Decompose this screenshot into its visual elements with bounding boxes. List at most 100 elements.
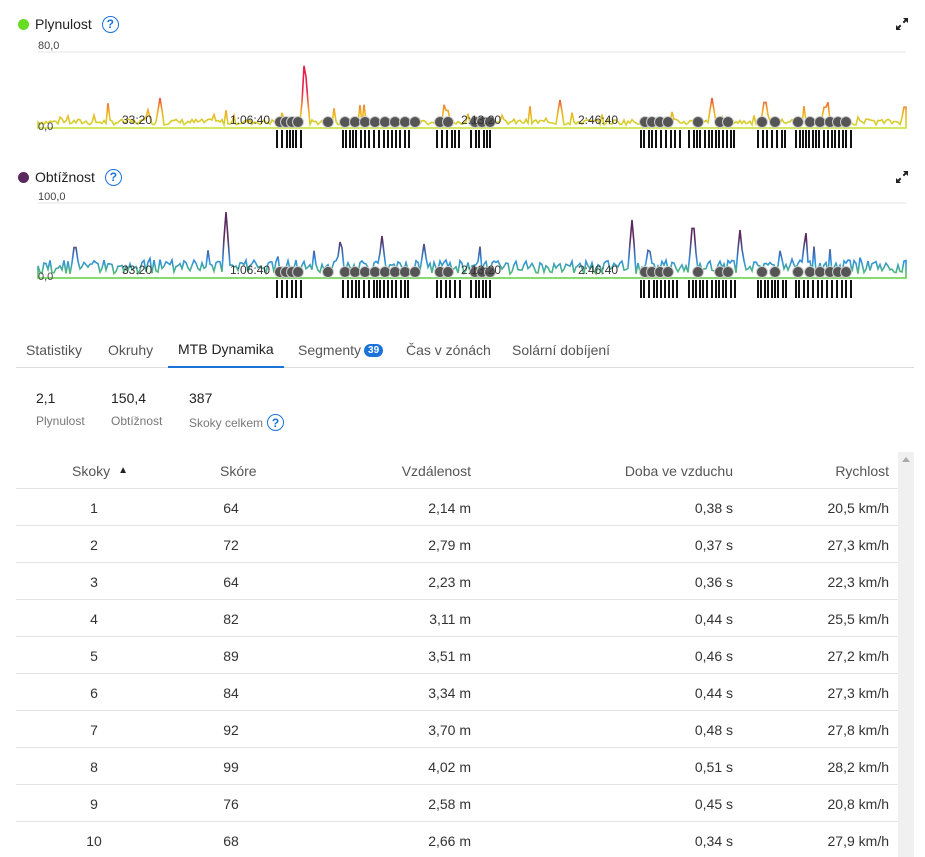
jump-marker xyxy=(441,130,443,148)
jump-bubble-icon xyxy=(662,266,674,278)
jump-marker xyxy=(281,130,283,148)
column-header-label: Doba ve vzduchu xyxy=(624,462,733,479)
jump-marker xyxy=(831,280,833,298)
jump-marker xyxy=(784,130,786,148)
tab-statistics[interactable]: Statistiky xyxy=(16,332,92,368)
cell-airtime: 0,48 s xyxy=(694,721,733,738)
table-row[interactable]: 9 76 2,58 m 0,45 s 20,8 km/h xyxy=(16,785,898,822)
table-scrollbar[interactable] xyxy=(898,452,914,857)
jump-marker xyxy=(643,130,645,148)
jump-marker xyxy=(726,130,728,148)
column-header-label: Rychlost xyxy=(835,462,889,479)
cell-speed: 27,2 km/h xyxy=(827,647,889,664)
jump-marker xyxy=(782,280,784,298)
jump-marker xyxy=(395,130,397,148)
question-circle-icon[interactable]: ? xyxy=(101,15,119,33)
jump-marker xyxy=(489,130,491,148)
cell-score: 76 xyxy=(223,795,239,812)
column-header-score[interactable]: Skóre xyxy=(220,452,257,489)
jump-marker xyxy=(688,280,690,298)
summary-label: Skoky celkem xyxy=(189,415,264,430)
cell-speed: 20,5 km/h xyxy=(827,499,889,516)
jump-marker xyxy=(757,280,759,298)
tab-solar-charging[interactable]: Solární dobíjení xyxy=(502,332,620,368)
jump-marker xyxy=(383,130,385,148)
jump-bubble-icon xyxy=(756,266,768,278)
jump-marker xyxy=(722,280,724,298)
y-min-label: 0,0 xyxy=(38,121,53,133)
cell-jump-number: 7 xyxy=(90,721,98,738)
jump-marker xyxy=(696,130,698,148)
jump-marker xyxy=(672,280,674,298)
jump-marker xyxy=(445,280,447,298)
jump-marker xyxy=(373,130,375,148)
jump-bubble-icon xyxy=(409,116,421,128)
difficulty-legend-dot xyxy=(18,171,29,183)
cell-distance: 3,11 m xyxy=(429,610,471,627)
table-row[interactable]: 6 84 3,34 m 0,44 s 27,3 km/h xyxy=(16,674,898,711)
cell-speed: 28,2 km/h xyxy=(827,758,889,775)
jump-marker xyxy=(760,280,762,298)
tab-mtb-dynamics[interactable]: MTB Dynamika xyxy=(168,332,284,368)
jump-marker xyxy=(387,280,389,298)
summary-flow: 2,1 Plynulost xyxy=(36,390,85,428)
expand-arrows-icon[interactable] xyxy=(895,17,909,31)
cell-score: 64 xyxy=(223,499,239,516)
jump-marker xyxy=(648,280,650,298)
jump-marker xyxy=(651,130,653,148)
jump-marker xyxy=(781,130,783,148)
scroll-up-icon[interactable] xyxy=(902,457,910,462)
tab-segments[interactable]: Segmenty 39 xyxy=(288,332,393,368)
cell-airtime: 0,37 s xyxy=(694,536,733,553)
jump-marker xyxy=(347,280,349,298)
jump-marker xyxy=(693,130,695,148)
table-row[interactable]: 10 68 2,66 m 0,34 s 27,9 km/h xyxy=(16,822,898,857)
cell-distance: 3,70 m xyxy=(428,721,471,738)
tab-label: Segmenty xyxy=(298,342,362,358)
flow-chart-plot[interactable]: 80,0 33:20 1:06:40 2:13:20 2:46:40 0,0 xyxy=(0,0,925,160)
jump-bubble-icon xyxy=(379,266,391,278)
jump-bubble-icon xyxy=(389,116,401,128)
difficulty-chart-plot[interactable]: 100,0 33:20 1:06:40 2:13:20 2:46:40 0,0 xyxy=(0,160,925,310)
column-header-distance[interactable]: Vzdálenost xyxy=(402,452,471,489)
jump-marker xyxy=(449,280,451,298)
jump-marker xyxy=(342,130,344,148)
column-header-airtime[interactable]: Doba ve vzduchu xyxy=(625,452,733,489)
table-row[interactable]: 4 82 3,11 m 0,44 s 25,5 km/h xyxy=(16,600,898,637)
jump-marker xyxy=(295,280,297,298)
jump-marker xyxy=(395,280,397,298)
jump-marker xyxy=(812,130,814,148)
jump-marker xyxy=(376,280,378,298)
flow-legend-dot xyxy=(18,18,29,30)
column-header-jumps[interactable]: Skoky ▲ xyxy=(72,452,128,489)
question-circle-icon[interactable]: ? xyxy=(267,414,285,431)
table-row[interactable]: 7 92 3,70 m 0,48 s 27,8 km/h xyxy=(16,711,898,748)
column-header-speed[interactable]: Rychlost xyxy=(835,452,889,489)
table-row[interactable]: 8 99 4,02 m 0,51 s 28,2 km/h xyxy=(16,748,898,785)
jump-marker xyxy=(676,280,678,298)
y-max-label: 80,0 xyxy=(38,40,59,52)
cell-speed: 27,3 km/h xyxy=(827,536,889,553)
jump-bubble-icon xyxy=(442,266,454,278)
cell-airtime: 0,36 s xyxy=(694,573,733,590)
jump-marker xyxy=(648,130,650,148)
expand-arrows-icon[interactable] xyxy=(895,170,909,184)
cell-distance: 2,14 m xyxy=(428,499,471,516)
jump-bubble-icon xyxy=(756,116,768,128)
jump-marker xyxy=(387,130,389,148)
jump-bubble-icon xyxy=(792,266,804,278)
tab-laps[interactable]: Okruhy xyxy=(98,332,163,368)
table-row[interactable]: 2 72 2,79 m 0,37 s 27,3 km/h xyxy=(16,526,898,563)
table-row[interactable]: 1 64 2,14 m 0,38 s 20,5 km/h xyxy=(16,489,898,526)
table-row[interactable]: 5 89 3,51 m 0,46 s 27,2 km/h xyxy=(16,637,898,674)
cell-distance: 3,34 m xyxy=(428,684,471,701)
tab-time-in-zones[interactable]: Čas v zónách xyxy=(396,332,501,368)
jump-marker xyxy=(718,130,720,148)
table-row[interactable]: 3 64 2,23 m 0,36 s 22,3 km/h xyxy=(16,563,898,600)
tab-label: Čas v zónách xyxy=(406,342,491,358)
difficulty-chart-header: Obtížnost ? xyxy=(18,167,122,187)
jump-marker xyxy=(670,130,672,148)
jump-marker xyxy=(378,130,380,148)
question-circle-icon[interactable]: ? xyxy=(104,168,122,186)
data-trace xyxy=(37,211,907,279)
